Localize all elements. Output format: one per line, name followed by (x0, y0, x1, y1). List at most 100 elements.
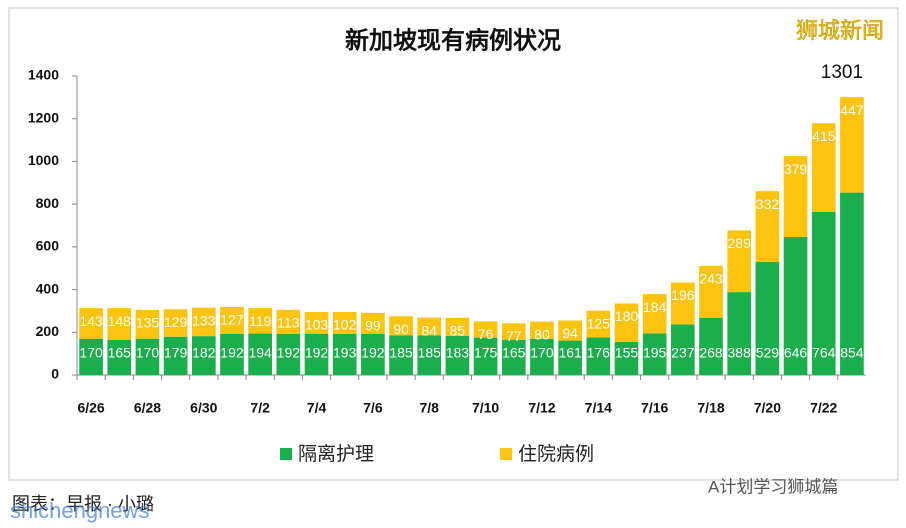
chart-title: 新加坡现有病例状况 (345, 26, 561, 54)
bar-segment (163, 336, 188, 375)
bar-segment (304, 333, 329, 375)
bar-segment (727, 230, 752, 293)
x-tick-label: 7/6 (363, 400, 383, 416)
footer-watermark: shichengnews (10, 498, 149, 523)
bar-segment (840, 97, 864, 193)
data-label: 161 (558, 345, 582, 361)
legend-swatch (500, 448, 512, 460)
bar-segment (276, 333, 301, 375)
data-label: 90 (393, 321, 409, 337)
data-label: 195 (643, 345, 667, 361)
bar-segment (191, 307, 216, 337)
data-label: 176 (587, 345, 611, 361)
data-label: 180 (615, 308, 639, 324)
bar-segment (699, 317, 723, 375)
bar-segment (332, 311, 357, 334)
x-tick-label: 7/16 (641, 400, 668, 416)
data-label: 192 (220, 345, 244, 361)
bar-segment (614, 341, 639, 375)
bar-segment (811, 123, 836, 212)
data-label: 165 (502, 345, 526, 361)
bar-segment (783, 237, 808, 375)
bar-segment (248, 308, 272, 334)
x-tick-label: 6/26 (77, 400, 104, 416)
bar-segment (361, 312, 385, 334)
data-label: 170 (79, 345, 103, 361)
x-tick-label: 7/12 (528, 400, 555, 416)
bar-segment (473, 321, 498, 338)
data-label: 415 (812, 128, 836, 144)
watermark: 狮城新闻 (796, 18, 884, 43)
bar-segment (304, 311, 329, 334)
data-label: 125 (587, 315, 611, 331)
data-label: 268 (699, 345, 723, 361)
data-label: 764 (812, 345, 836, 361)
legend-label: 隔离护理 (298, 443, 374, 465)
data-label: 94 (562, 325, 578, 341)
data-label: 113 (277, 315, 300, 331)
y-tick-label: 800 (36, 195, 60, 211)
bar-segment (811, 211, 836, 375)
bar-segment (699, 265, 723, 318)
y-tick-label: 1200 (28, 109, 59, 125)
data-label: 170 (136, 345, 160, 361)
data-label: 183 (446, 345, 470, 361)
data-label: 85 (450, 322, 466, 338)
data-label: 237 (671, 345, 695, 361)
data-label: 379 (784, 161, 808, 177)
data-label: 243 (699, 271, 723, 287)
x-tick-label: 7/18 (697, 400, 724, 416)
x-tick-label: 7/20 (754, 400, 781, 416)
bar-segment (530, 338, 554, 375)
y-tick-label: 1400 (28, 67, 59, 83)
x-tick-label: 7/8 (419, 400, 439, 416)
data-label: 76 (478, 326, 494, 342)
bar-segment (840, 192, 864, 375)
bar-segment (614, 303, 639, 342)
data-label: 289 (728, 235, 752, 251)
data-label: 196 (671, 287, 695, 303)
bar-segment (417, 335, 442, 375)
data-label: 646 (784, 345, 808, 361)
bar-segment (445, 317, 470, 336)
bar-segment (473, 337, 498, 375)
x-tick-label: 7/22 (810, 400, 837, 416)
bar-segment (361, 333, 385, 375)
bar-segment (107, 308, 132, 340)
data-label: 192 (277, 345, 301, 361)
bar-segment (558, 340, 582, 375)
data-label: 143 (79, 313, 103, 329)
bar-segment (755, 191, 780, 263)
y-tick-label: 1000 (28, 152, 59, 168)
bar-segment (191, 336, 216, 375)
bar-segment (417, 317, 442, 336)
bar-segment (79, 338, 103, 375)
data-label: 192 (361, 345, 385, 361)
bar-segment (501, 323, 526, 340)
data-label: 148 (108, 313, 132, 329)
legend-label: 住院病例 (518, 443, 594, 465)
bar-segment (135, 309, 160, 339)
y-tick-label: 0 (51, 366, 59, 382)
bar-segment (107, 339, 132, 375)
data-label: 179 (164, 345, 188, 361)
bar-segment (135, 338, 160, 375)
bar-segment (727, 292, 752, 375)
bar-segment (248, 333, 272, 375)
y-tick-label: 200 (36, 323, 60, 339)
bar-segment (163, 309, 188, 337)
data-label: 129 (164, 314, 188, 330)
data-label: 447 (840, 102, 864, 118)
y-tick-label: 600 (36, 238, 60, 254)
bar-segment (79, 308, 103, 339)
bar-segment (220, 333, 244, 375)
bar-segment (586, 337, 611, 375)
data-label: 192 (305, 345, 329, 361)
y-tick-label: 400 (36, 280, 60, 296)
legend-swatch (280, 448, 292, 460)
data-label: 102 (333, 317, 357, 333)
data-label: 170 (530, 345, 554, 361)
bar-segment (389, 335, 413, 375)
bar-segment (671, 324, 695, 375)
